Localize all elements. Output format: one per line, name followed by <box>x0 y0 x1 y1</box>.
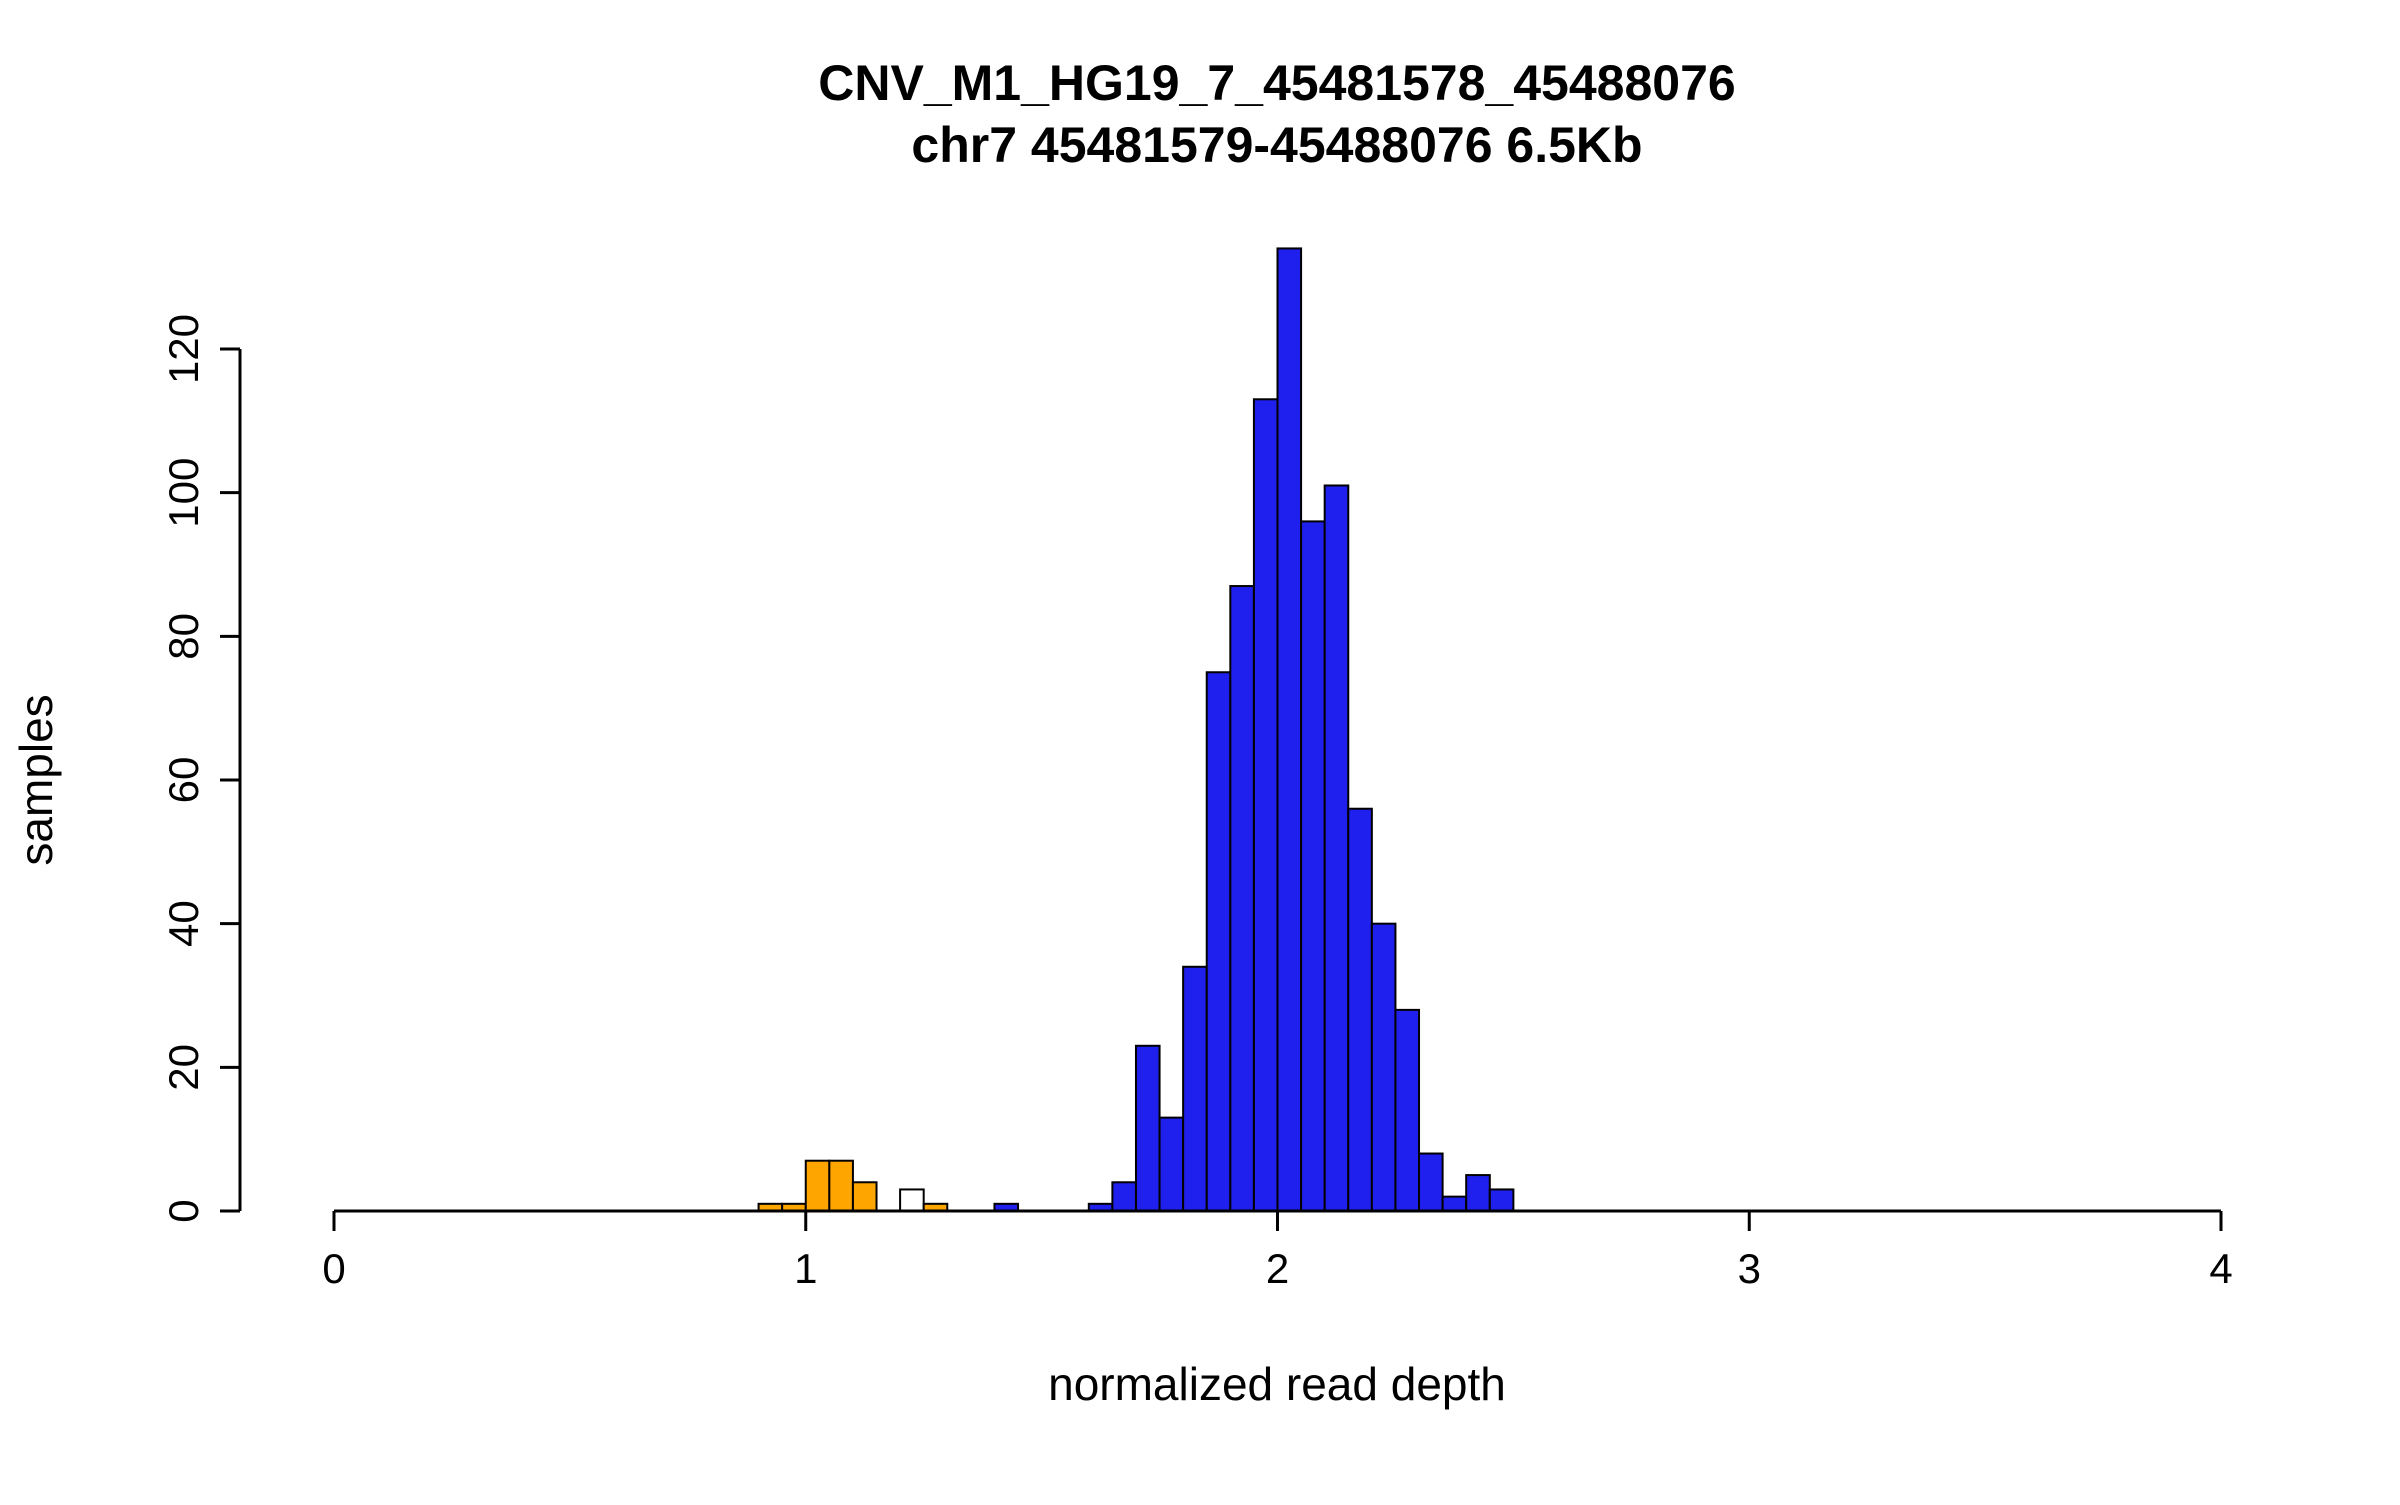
histogram-bar <box>1252 398 1279 1212</box>
histogram-bar <box>828 1159 854 1212</box>
histogram-bar <box>1182 965 1208 1213</box>
bars-layer <box>757 247 1515 1213</box>
histogram-bar <box>1134 1044 1161 1213</box>
y-tick-label: 60 <box>160 757 207 804</box>
y-axis-label: samples <box>10 694 62 865</box>
x-axis-label: normalized read depth <box>1048 1358 1506 1410</box>
x-tick-label: 2 <box>1266 1245 1289 1292</box>
histogram-bar <box>851 1181 878 1213</box>
histogram-bar <box>1370 922 1397 1212</box>
histogram-bar <box>1394 1008 1421 1212</box>
histogram-bar <box>1111 1181 1137 1213</box>
histogram-bar <box>1276 247 1303 1212</box>
x-tick-label: 3 <box>1738 1245 1761 1292</box>
histogram-bar <box>899 1188 925 1212</box>
y-tick-label: 0 <box>160 1199 207 1222</box>
histogram-bar <box>1205 671 1232 1212</box>
histogram-bar <box>1347 807 1373 1212</box>
histogram-bar <box>1300 520 1326 1212</box>
y-tick-label: 100 <box>160 458 207 528</box>
histogram-bar <box>1488 1188 1515 1212</box>
y-tick-label: 20 <box>160 1044 207 1091</box>
chart-title: CNV_M1_HG19_7_45481578_45488076 <box>818 55 1735 111</box>
x-tick-label: 0 <box>322 1245 345 1292</box>
histogram-bar <box>1441 1195 1468 1213</box>
histogram-bar <box>1465 1174 1491 1212</box>
histogram-bar <box>804 1159 831 1212</box>
histogram-bar <box>1323 484 1350 1213</box>
x-tick-label: 1 <box>794 1245 817 1292</box>
histogram-bar <box>1418 1152 1444 1213</box>
chart-subtitle: chr7 45481579-45488076 6.5Kb <box>911 117 1642 173</box>
y-tick-label: 80 <box>160 613 207 660</box>
histogram-bar <box>1229 585 1255 1212</box>
histogram-bar <box>1158 1116 1185 1212</box>
y-tick-label: 40 <box>160 900 207 947</box>
x-tick-label: 4 <box>2209 1245 2232 1292</box>
y-tick-label: 120 <box>160 314 207 384</box>
